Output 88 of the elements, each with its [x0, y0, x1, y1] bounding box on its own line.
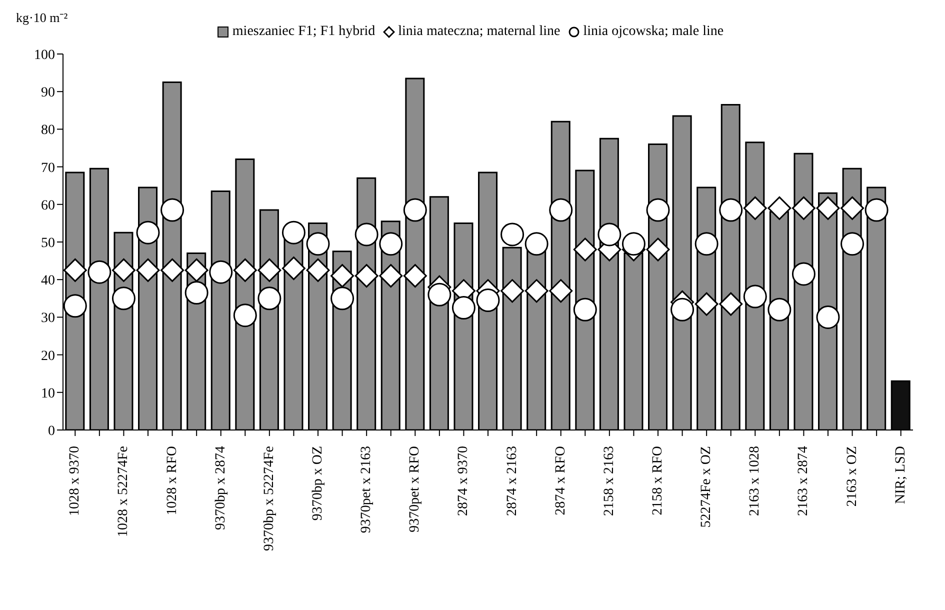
point	[330, 264, 354, 288]
point	[573, 238, 597, 262]
point	[573, 298, 597, 322]
point	[306, 232, 330, 256]
y-tick-label: 10	[41, 386, 55, 402]
point	[719, 198, 743, 222]
point	[500, 279, 524, 303]
y-tick-label: 90	[41, 86, 55, 101]
point	[306, 258, 330, 282]
point	[403, 264, 427, 288]
x-tick-label: 2163 x OZ	[844, 446, 860, 507]
point	[354, 222, 378, 246]
point	[160, 258, 184, 282]
point	[646, 198, 670, 222]
point	[598, 222, 622, 246]
point	[840, 196, 864, 220]
point	[694, 232, 718, 256]
point	[379, 232, 403, 256]
y-axis-title: kg·10 m⁻²	[16, 9, 69, 25]
point	[816, 196, 840, 220]
point	[258, 258, 282, 282]
legend-label: mieszaniec F1; F1 hybrid	[231, 24, 376, 40]
point	[233, 258, 257, 282]
x-tick-label: 1028 x 9370	[68, 446, 83, 516]
point	[719, 292, 743, 316]
point	[743, 284, 767, 308]
point	[354, 264, 378, 288]
y-tick-label: 70	[41, 160, 55, 176]
point	[63, 294, 87, 318]
point	[452, 296, 476, 320]
point	[282, 256, 306, 280]
point	[379, 264, 403, 288]
point	[694, 292, 718, 316]
point	[136, 220, 160, 244]
point	[646, 238, 670, 262]
x-tick-label: 1028 x 52274Fe	[116, 446, 132, 537]
y-tick-label: 20	[41, 348, 55, 364]
x-tick-label: 2874 x 2163	[504, 446, 520, 516]
point	[184, 258, 208, 282]
y-tick-label: 60	[41, 198, 55, 214]
point	[136, 258, 160, 282]
x-tick-label: 52274Fe x OZ	[699, 446, 714, 528]
x-tick-label: 2158 x RFO	[650, 446, 666, 516]
legend-label: linia ojcowska; male line	[582, 24, 724, 40]
x-tick-label: 2163 x 2874	[796, 446, 812, 516]
point	[840, 232, 864, 256]
point	[209, 260, 233, 284]
point	[524, 279, 548, 303]
point	[743, 196, 767, 220]
point	[428, 282, 452, 306]
point	[112, 258, 136, 282]
point	[88, 260, 112, 284]
point	[816, 305, 840, 329]
point	[792, 262, 816, 286]
point	[403, 198, 427, 222]
x-tick-label: 2874 x 9370	[456, 446, 472, 516]
point	[864, 198, 888, 222]
y-tick-label: 30	[41, 311, 55, 326]
point	[768, 298, 792, 322]
x-tick-label: NIR; LSD	[893, 446, 908, 504]
y-tick-label: 50	[41, 236, 55, 251]
point	[476, 288, 500, 312]
point	[258, 286, 282, 310]
x-tick-label: 9370pet x RFO	[408, 446, 423, 532]
point	[63, 258, 87, 282]
point	[670, 298, 694, 322]
point	[792, 196, 816, 220]
point	[549, 198, 573, 222]
x-tick-label: 1028 x RFO	[164, 446, 180, 516]
y-tick-label: 40	[41, 274, 55, 289]
x-tick-label: 9370bp x 52274Fe	[262, 446, 277, 551]
y-tick-label: 100	[34, 48, 55, 63]
y-tick-label: 0	[48, 424, 55, 439]
point	[160, 198, 184, 222]
x-tick-label: 9370bp x 2874	[213, 446, 228, 530]
x-tick-label: 2874 x RFO	[553, 446, 568, 516]
x-tick-label: 9370pet x 2163	[359, 446, 374, 534]
point	[112, 286, 136, 310]
point	[184, 281, 208, 305]
point	[233, 304, 257, 328]
x-tick-label: 9370bp x OZ	[310, 446, 326, 521]
x-tick-label: 2158 x 2163	[602, 446, 617, 516]
legend-label: linia mateczna; maternal line	[397, 24, 560, 40]
point	[330, 286, 354, 310]
point	[549, 279, 573, 303]
x-tick-label: 2163 x 1028	[748, 446, 763, 516]
point	[622, 232, 646, 256]
y-tick-label: 80	[41, 123, 55, 138]
